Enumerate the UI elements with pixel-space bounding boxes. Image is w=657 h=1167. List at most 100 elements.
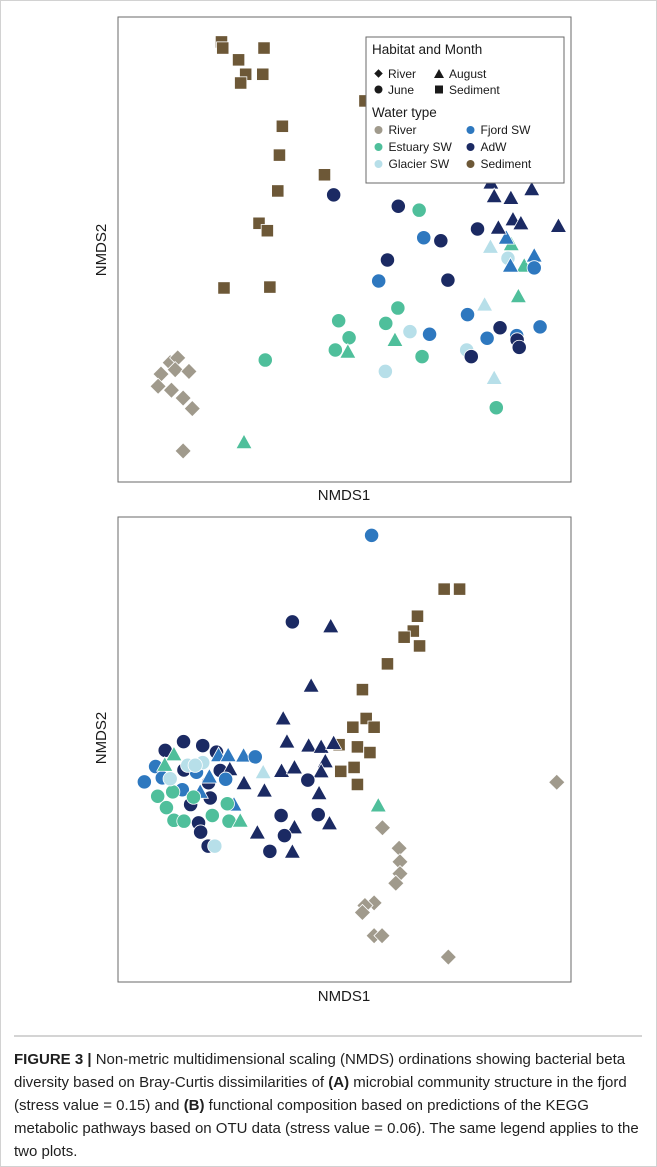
panel-a-point-estuary-sw-circle: [390, 300, 406, 316]
legend-circle-marker: [374, 85, 383, 94]
panel-a-point-adw-triangle: [485, 187, 503, 204]
panel-a-point-fjord-sw-circle: [479, 330, 495, 346]
panel-a-point-fjord-sw-circle: [371, 273, 387, 289]
legend-color-glacier-sw: Glacier SW: [374, 157, 450, 171]
panel-b-points: [136, 527, 566, 966]
legend-color-swatch: [374, 126, 383, 134]
caption-figure-label: FIGURE 3 |: [14, 1051, 92, 1068]
panel-b-point-adw-triangle: [299, 736, 318, 753]
panel-a-point-estuary-sw-circle: [341, 330, 357, 346]
panel-b-point-fjord-sw-circle: [136, 774, 152, 790]
panel-a-point-adw-triangle: [502, 189, 520, 205]
panel-b-point-river-diamond: [439, 948, 457, 966]
panel-a-point-fjord-sw-circle: [422, 326, 438, 342]
panel-b-point-estuary-sw-circle: [185, 789, 202, 805]
panel-a-point-adw-circle: [326, 187, 342, 203]
panel-a-point-adw-circle: [469, 221, 486, 237]
panel-b-point-adw-triangle: [320, 814, 339, 831]
legend-color-swatch: [374, 160, 383, 168]
panel-b-plot-area: [117, 516, 572, 983]
legend-color-adw: AdW: [466, 140, 507, 154]
panel-a-point-fjord-sw-triangle: [501, 256, 520, 273]
panel-b-point-sediment-square: [453, 582, 467, 596]
panel-b-point-fjord-sw-circle: [218, 771, 234, 787]
panel-a-point-adw-triangle: [489, 218, 508, 235]
legend-shape-river: River: [374, 67, 416, 81]
panel-a-point-estuary-sw-circle: [257, 352, 273, 368]
panel-b-point-adw-triangle: [285, 818, 304, 835]
panel-a-point-adw-circle: [511, 339, 527, 355]
panel-a-point-river-diamond: [162, 381, 181, 399]
panel-b-point-glacier-sw-circle: [187, 757, 203, 773]
legend-color-swatch: [466, 143, 475, 151]
legend-box: [365, 36, 565, 184]
panel-b-point-sediment-square: [355, 683, 370, 697]
legend-color-sediment: Sediment: [466, 157, 532, 171]
legend-color-label: Glacier SW: [389, 157, 450, 171]
panel-b-point-adw-triangle: [312, 762, 330, 779]
panel-b-point-sediment-square: [367, 720, 381, 734]
panel-a-point-estuary-sw-triangle: [339, 342, 357, 359]
panel-b-point-sediment-square: [334, 764, 348, 778]
legend-shape-august-label: August: [449, 67, 487, 81]
panel-b-point-river-diamond: [548, 773, 566, 791]
legend-diamond-marker: [374, 69, 383, 78]
panel-b-point-sediment-square: [363, 745, 377, 760]
legend-shape-june: June: [374, 83, 414, 97]
panel-a-point-estuary-sw-circle: [488, 400, 504, 416]
caption-panel-b-label: (B): [183, 1097, 205, 1114]
panel-b-point-adw-triangle: [302, 676, 320, 693]
panel-b-point-sediment-square: [397, 630, 411, 644]
panel-a-point-river-diamond: [180, 362, 198, 381]
legend-shape-june-label: June: [388, 83, 414, 97]
panel-b-point-adw-triangle: [248, 823, 267, 840]
panel-a-point-adw-circle: [379, 252, 396, 268]
panel-a-plot-area: [117, 16, 572, 483]
panel-b-point-adw-circle: [193, 824, 209, 840]
panel-b-point-sediment-square: [350, 777, 365, 792]
panel-b-point-adw-circle: [276, 828, 293, 844]
panel-b-point-river-diamond: [390, 839, 408, 857]
panel-b-point-adw-circle: [195, 738, 211, 754]
panel-b-point-adw-triangle: [272, 762, 291, 778]
panel-b-point-sediment-square: [350, 740, 365, 754]
panel-a-point-glacier-sw-triangle: [481, 237, 500, 254]
panel-a-point-sediment-square: [257, 41, 271, 55]
panel-a-point-river-diamond: [183, 399, 201, 418]
legend-triangle-marker: [434, 69, 444, 78]
panel-b-point-estuary-sw-triangle: [156, 755, 174, 772]
panel-a-point-estuary-sw-circle: [331, 313, 347, 329]
panel-a-point-adw-circle: [390, 198, 406, 214]
panel-b-point-adw-circle: [262, 843, 278, 859]
panel-a-point-glacier-sw-triangle: [475, 295, 494, 312]
legend-color-estuary-sw: Estuary SW: [374, 140, 453, 154]
panel-a-point-sediment-square: [216, 41, 230, 55]
legend-color-label: Fjord SW: [481, 123, 532, 137]
panel-a-point-fjord-sw-circle: [526, 260, 542, 276]
caption-divider: [14, 1035, 642, 1037]
panel-b-point-adw-triangle: [278, 732, 296, 749]
legend-color-entries: River Fjord SW Estuary SW AdW Glacier SW Sedi…: [374, 123, 532, 171]
panel-b-point-estuary-sw-circle: [150, 788, 166, 804]
panel-a-point-adw-triangle: [512, 214, 530, 231]
panel-b-point-adw-triangle: [235, 774, 253, 790]
panel-b-point-river-diamond: [387, 874, 405, 892]
panel-b-point-estuary-sw-circle: [219, 796, 235, 812]
legend-shape-river-label: River: [388, 67, 416, 81]
panel-b-point-river-diamond: [373, 927, 391, 945]
panel-a-point-fjord-sw-circle: [459, 307, 476, 323]
legend-shape-sediment-label: Sediment: [449, 83, 500, 97]
panel-a-point-fjord-sw-circle: [416, 230, 432, 246]
panel-a-point-adw-circle: [492, 320, 508, 336]
panel-b-point-adw-circle: [175, 734, 192, 750]
legend: Habitat and Month River August June Sedi…: [365, 36, 565, 184]
panel-b-point-adw-triangle: [274, 709, 292, 726]
panel-a-points: [149, 35, 568, 460]
panel-a-point-river-diamond: [149, 377, 167, 395]
panel-b-x-axis-title: NMDS1: [318, 988, 371, 1005]
panel-b-point-sediment-square: [346, 720, 360, 734]
panel-b-point-adw-triangle: [283, 842, 302, 859]
legend-shape-august: August: [434, 67, 487, 81]
panel-b-point-sediment-square: [410, 609, 425, 623]
panel-a-point-sediment-square: [260, 224, 274, 238]
